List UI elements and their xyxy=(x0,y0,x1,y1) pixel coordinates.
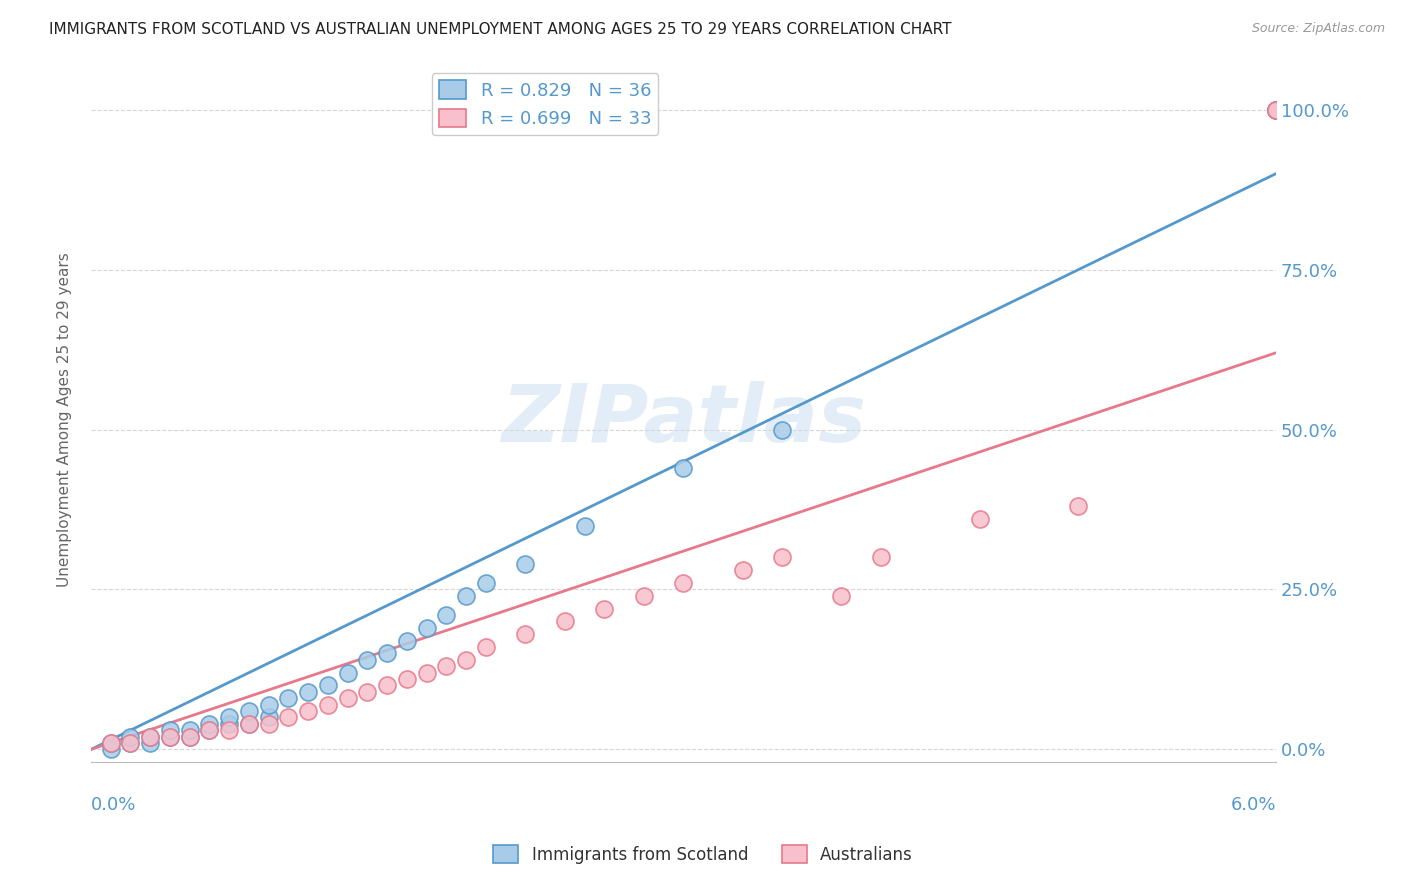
Point xyxy=(139,730,162,744)
Point xyxy=(593,601,616,615)
Point xyxy=(456,589,478,603)
Point xyxy=(277,691,299,706)
Point xyxy=(218,710,240,724)
Point xyxy=(336,665,359,680)
Point xyxy=(139,730,162,744)
Point xyxy=(456,653,478,667)
Point xyxy=(100,736,122,750)
Y-axis label: Unemployment Among Ages 25 to 29 years: Unemployment Among Ages 25 to 29 years xyxy=(58,252,72,587)
Point xyxy=(198,723,221,738)
Point xyxy=(277,710,299,724)
Point xyxy=(515,557,537,571)
Point xyxy=(238,704,260,718)
Point xyxy=(415,665,437,680)
Point xyxy=(574,518,596,533)
Point xyxy=(633,589,655,603)
Point xyxy=(218,723,240,738)
Point xyxy=(830,589,852,603)
Point xyxy=(1265,103,1288,117)
Point xyxy=(770,423,793,437)
Point xyxy=(297,704,319,718)
Legend: R = 0.829   N = 36, R = 0.699   N = 33: R = 0.829 N = 36, R = 0.699 N = 33 xyxy=(432,73,658,136)
Point xyxy=(969,512,991,526)
Point xyxy=(1067,500,1090,514)
Point xyxy=(672,576,695,591)
Text: 0.0%: 0.0% xyxy=(91,797,136,814)
Point xyxy=(395,633,418,648)
Point xyxy=(100,742,122,756)
Point xyxy=(770,550,793,565)
Point xyxy=(159,730,181,744)
Point xyxy=(257,710,280,724)
Point xyxy=(1265,103,1288,117)
Point xyxy=(436,659,458,673)
Point xyxy=(100,736,122,750)
Point xyxy=(375,678,398,692)
Point xyxy=(436,608,458,623)
Point xyxy=(257,698,280,712)
Point xyxy=(395,672,418,686)
Text: IMMIGRANTS FROM SCOTLAND VS AUSTRALIAN UNEMPLOYMENT AMONG AGES 25 TO 29 YEARS CO: IMMIGRANTS FROM SCOTLAND VS AUSTRALIAN U… xyxy=(49,22,952,37)
Point xyxy=(120,736,142,750)
Point xyxy=(316,698,339,712)
Legend: Immigrants from Scotland, Australians: Immigrants from Scotland, Australians xyxy=(486,838,920,871)
Point xyxy=(179,730,201,744)
Point xyxy=(139,736,162,750)
Point xyxy=(120,730,142,744)
Point xyxy=(375,647,398,661)
Point xyxy=(1265,103,1288,117)
Point xyxy=(356,685,378,699)
Point xyxy=(159,730,181,744)
Point xyxy=(297,685,319,699)
Point xyxy=(120,736,142,750)
Point xyxy=(316,678,339,692)
Point xyxy=(238,716,260,731)
Point xyxy=(336,691,359,706)
Point xyxy=(672,461,695,475)
Point xyxy=(415,621,437,635)
Point xyxy=(475,576,498,591)
Text: 6.0%: 6.0% xyxy=(1230,797,1277,814)
Point xyxy=(870,550,893,565)
Text: Source: ZipAtlas.com: Source: ZipAtlas.com xyxy=(1251,22,1385,36)
Point xyxy=(257,716,280,731)
Point xyxy=(198,716,221,731)
Point xyxy=(159,723,181,738)
Point xyxy=(1265,103,1288,117)
Point xyxy=(198,723,221,738)
Point xyxy=(1265,103,1288,117)
Point xyxy=(238,716,260,731)
Point xyxy=(475,640,498,654)
Text: ZIPatlas: ZIPatlas xyxy=(501,381,866,459)
Point xyxy=(515,627,537,641)
Point xyxy=(179,723,201,738)
Point xyxy=(554,615,576,629)
Point xyxy=(356,653,378,667)
Point xyxy=(179,730,201,744)
Point xyxy=(731,563,754,577)
Point xyxy=(218,716,240,731)
